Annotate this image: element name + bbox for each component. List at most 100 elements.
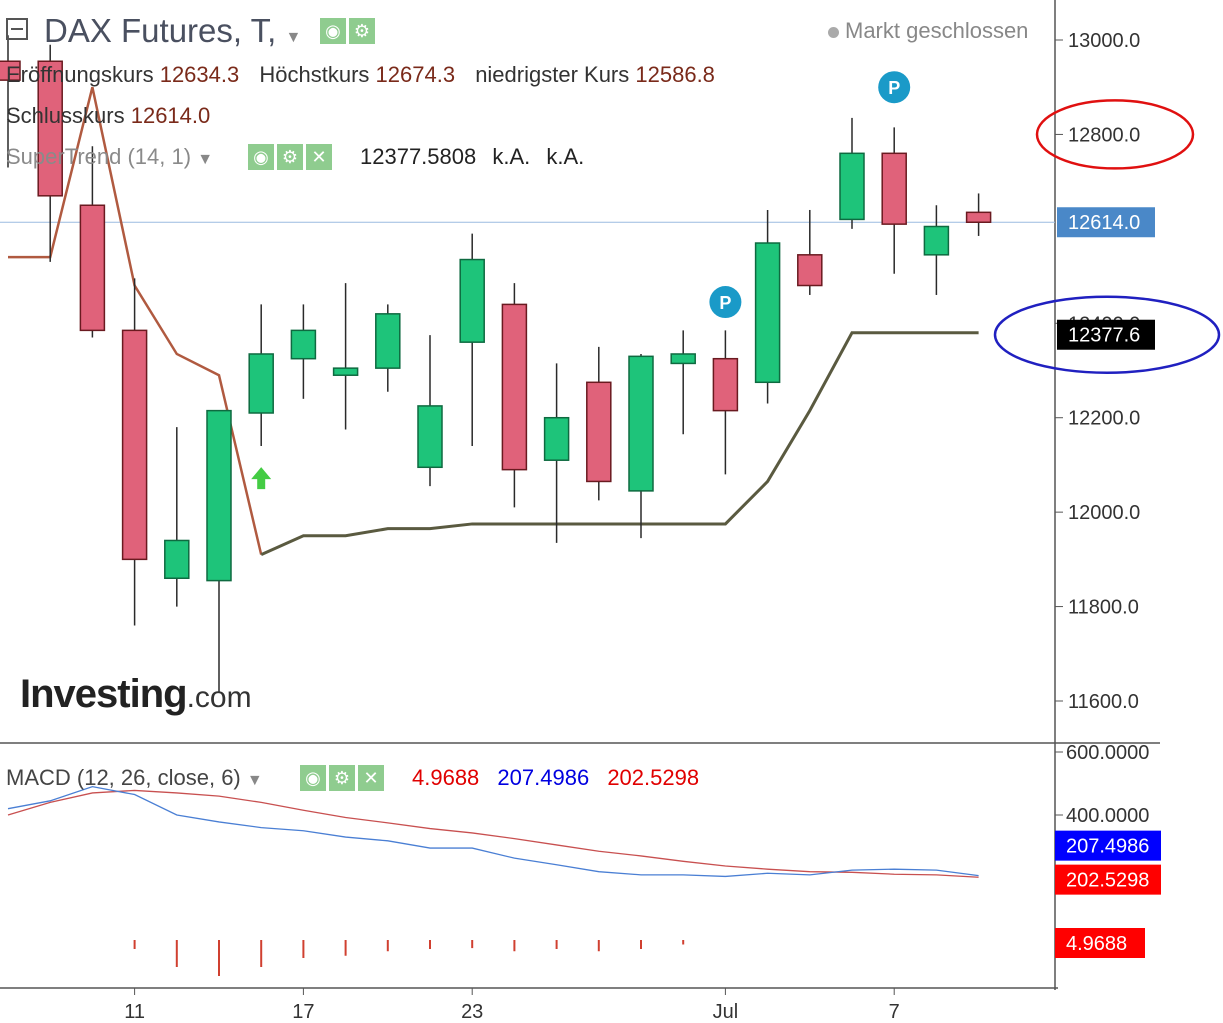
- macd-line-value: 207.4986: [497, 765, 590, 790]
- supertrend-extra-1: k.A.: [492, 144, 531, 169]
- candle-body-down: [797, 254, 823, 287]
- supertrend-extra-2: k.A.: [546, 144, 585, 169]
- title-controls: ◉ ⚙: [320, 18, 378, 44]
- open-value: 12634.3: [159, 62, 240, 87]
- x-tick-label: 23: [461, 1001, 483, 1023]
- candle-body-up: [206, 409, 232, 582]
- candle: [712, 330, 739, 475]
- candle: [121, 278, 148, 626]
- annotation-ellipse-red: [1035, 99, 1195, 170]
- y-tick-label: 12000.0: [1068, 502, 1140, 524]
- pivot-marker: [709, 286, 742, 319]
- candle-body-up: [839, 152, 865, 221]
- investing-logo: Investing.com: [20, 672, 252, 717]
- market-status: Markt geschlossen: [828, 18, 1028, 44]
- y-tick-label: 11800.0: [1068, 597, 1139, 619]
- candle: [459, 233, 485, 447]
- close-icon[interactable]: ✕: [306, 144, 332, 170]
- chevron-down-icon[interactable]: ▼: [246, 772, 263, 789]
- candle-body-up: [923, 225, 950, 256]
- macd-values: 4.9688 207.4986 202.5298: [412, 765, 699, 791]
- logo-suffix: .com: [186, 681, 252, 714]
- signal-tag: [1055, 864, 1161, 895]
- close-value: 12614.0: [130, 103, 211, 128]
- candle-body-down: [965, 211, 992, 223]
- candle-body-down: [37, 60, 63, 197]
- candle-body-down: [881, 152, 907, 225]
- close-icon[interactable]: ✕: [358, 765, 384, 791]
- candle: [839, 117, 865, 229]
- supertrend-label: SuperTrend (14, 1): [6, 144, 192, 169]
- gear-icon[interactable]: ⚙: [329, 765, 355, 791]
- gear-icon[interactable]: ⚙: [277, 144, 303, 170]
- candle-body-up: [375, 313, 401, 369]
- candle: [501, 283, 528, 508]
- market-status-text: Markt geschlossen: [845, 18, 1029, 43]
- supertrend-up-line: [260, 331, 979, 557]
- chevron-down-icon[interactable]: ▼: [197, 151, 214, 168]
- pivot-marker: [878, 71, 911, 104]
- eye-icon[interactable]: ◉: [300, 765, 326, 791]
- high-label: Höchstkurs: [259, 62, 370, 87]
- candle-body-down: [501, 303, 528, 471]
- candle: [248, 304, 274, 447]
- macd-y-tick-label: 400.0000: [1066, 805, 1149, 827]
- candle: [0, 35, 21, 168]
- last-price-tag: [1057, 207, 1155, 238]
- last-price-tag-label: 12614.0: [1068, 212, 1140, 234]
- candle: [754, 209, 781, 404]
- macd-legend: MACD (12, 26, close, 6) ▼: [6, 765, 263, 791]
- candle: [628, 353, 654, 539]
- candle: [206, 409, 232, 692]
- supertrend-controls: ◉ ⚙ ✕: [248, 144, 335, 170]
- y-tick-label: 11600.0: [1068, 691, 1139, 713]
- chart-title-text: DAX Futures, T,: [44, 12, 277, 49]
- candle: [670, 330, 696, 435]
- candle: [79, 146, 106, 338]
- candle: [375, 304, 401, 392]
- candle-body-down: [712, 357, 739, 412]
- open-label: Eröffnungskurs: [6, 62, 154, 87]
- candle-body-down: [586, 381, 612, 483]
- chevron-down-icon[interactable]: ▼: [285, 29, 302, 46]
- collapse-icon[interactable]: [6, 18, 28, 40]
- low-label: niedrigster Kurs: [475, 62, 630, 87]
- candle-body-down: [121, 329, 148, 561]
- eye-icon[interactable]: ◉: [320, 18, 346, 44]
- supertrend-values: 12377.5808 k.A. k.A.: [360, 144, 594, 170]
- y-tick-label: 12200.0: [1068, 408, 1140, 430]
- gear-icon[interactable]: ⚙: [349, 18, 375, 44]
- candle-body-up: [628, 355, 654, 492]
- macd-signal-value: 202.5298: [607, 765, 700, 790]
- candle-body-up: [417, 405, 443, 469]
- supertrend-value: 12377.5808: [360, 144, 477, 169]
- x-tick-label: 17: [292, 1001, 314, 1023]
- candle: [965, 193, 992, 236]
- macd-controls: ◉ ⚙ ✕: [300, 765, 387, 791]
- ohlc-line-1: Eröffnungskurs 12634.3 Höchstkurs 12674.…: [6, 62, 729, 88]
- supertrend-legend: SuperTrend (14, 1) ▼: [6, 144, 213, 170]
- candle: [417, 335, 443, 487]
- macd-y-tick-label: 600.0000: [1066, 742, 1149, 764]
- x-tick-label: 7: [889, 1001, 900, 1023]
- candle-body-up: [248, 353, 274, 414]
- candle-body-up: [332, 367, 359, 376]
- buy-arrow-icon: [251, 467, 272, 490]
- candle: [164, 427, 190, 607]
- supertrend-tag: [1057, 319, 1155, 350]
- candle: [37, 44, 63, 262]
- macd-signal-line: [7, 789, 979, 878]
- candle: [332, 283, 359, 430]
- annotation-ellipse-blue: [993, 295, 1221, 374]
- candle: [543, 363, 570, 543]
- y-tick-label: 12800.0: [1068, 124, 1140, 146]
- pivot-marker-label: P: [719, 293, 731, 313]
- eye-icon[interactable]: ◉: [248, 144, 274, 170]
- low-value: 12586.8: [635, 62, 715, 87]
- ohlc-line-2: Schlusskurs 12614.0: [6, 103, 210, 129]
- macd-tag: [1055, 830, 1161, 861]
- hist-tag: [1055, 928, 1145, 958]
- pivot-marker-label: P: [888, 78, 900, 98]
- candle-body-up: [290, 329, 317, 360]
